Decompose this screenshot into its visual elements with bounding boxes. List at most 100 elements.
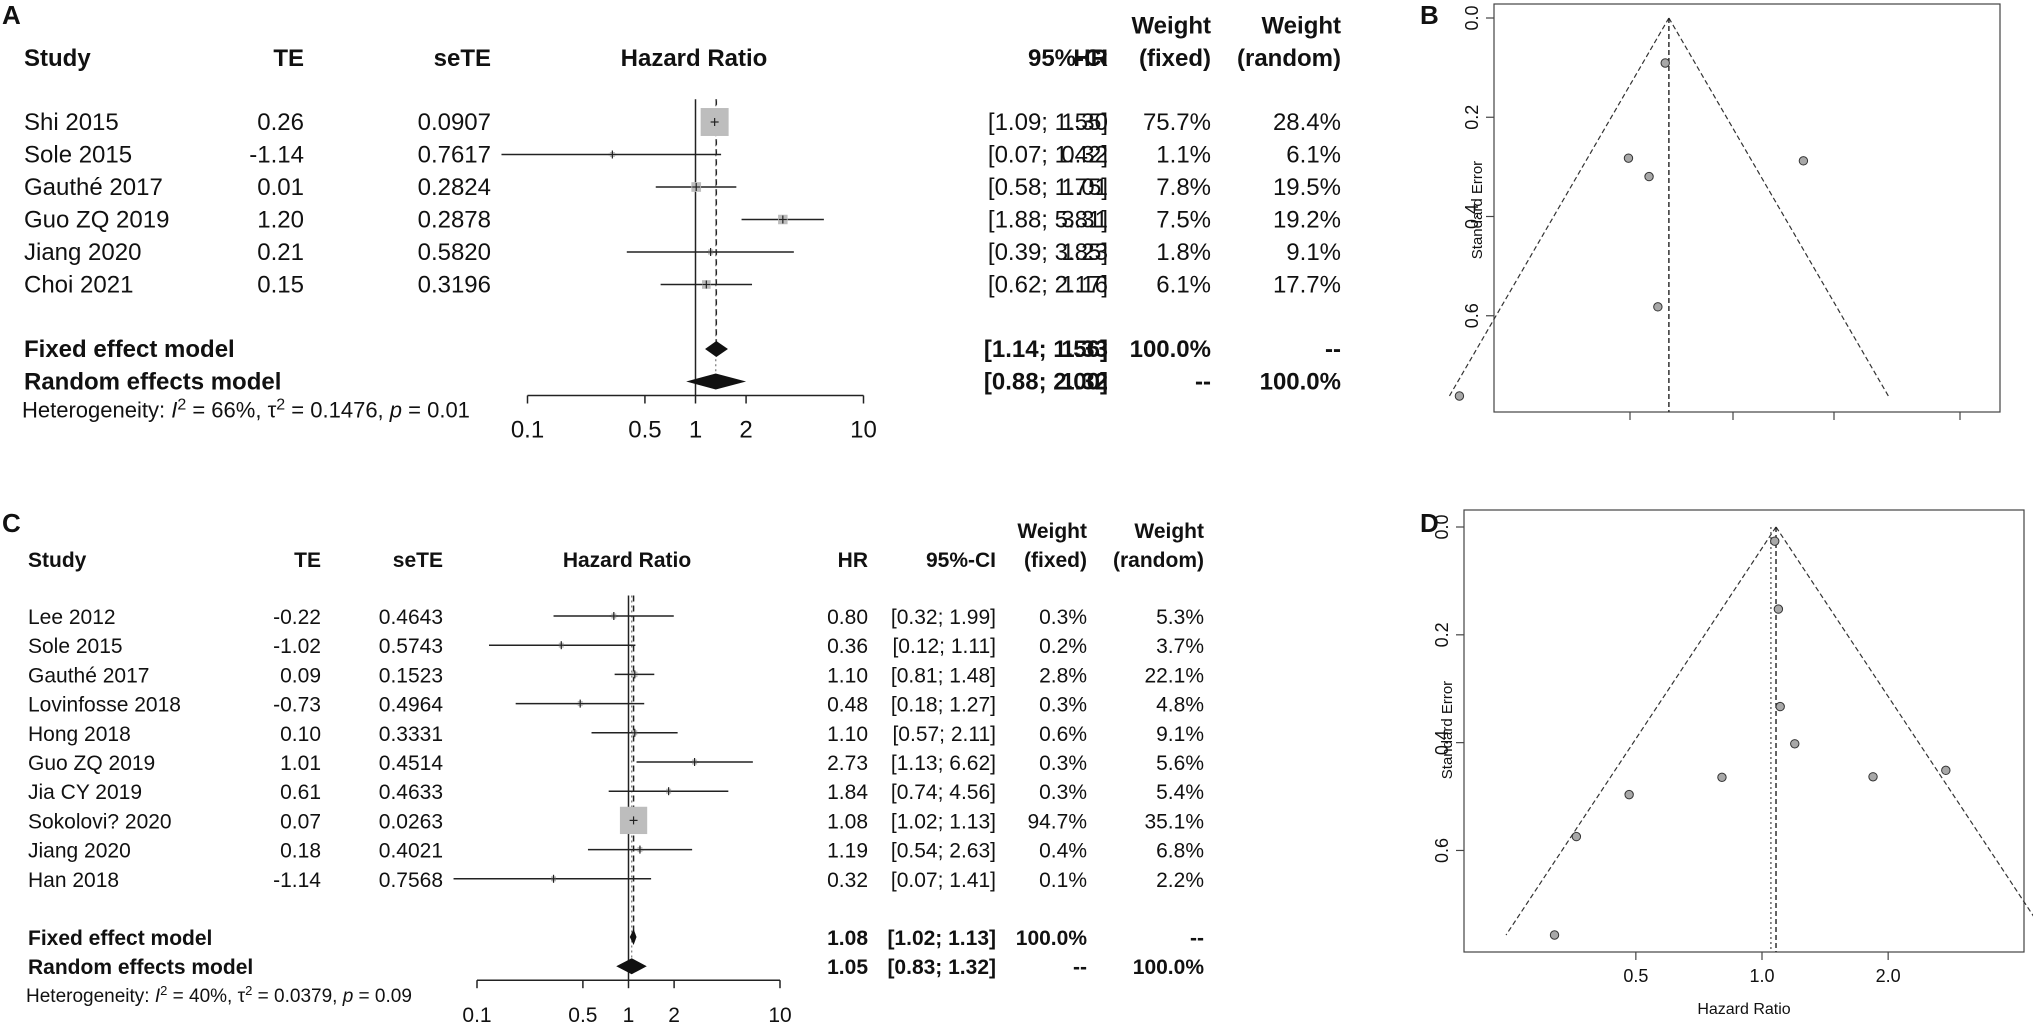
panel-label-B: B [1420,0,1439,30]
study-point [1775,701,1785,712]
fixed-model-weight-random: -- [1190,927,1204,950]
heterogeneity-tau2: 2 [245,983,252,998]
header-sete: seTE [393,549,443,572]
heterogeneity-tau: τ [268,398,277,423]
study-hr: 1.84 [827,781,868,804]
study-hr: 1.08 [827,810,868,833]
header-weight-random: Weight [1261,13,1341,40]
study-sete: 0.3196 [418,272,491,299]
study-weight-random: 6.8% [1156,840,1204,863]
study-point [1798,156,1809,166]
study-weight-fixed: 0.1% [1039,869,1087,892]
y-axis-label: Standard Error [1469,161,1486,259]
plot-frame [1493,3,2001,413]
study-weight-random: 17.7% [1273,272,1341,299]
study-sete: 0.4964 [379,694,444,717]
study-ci: [0.54; 2.63] [891,840,996,863]
study-hr: 0.32 [827,869,868,892]
study-te: -0.73 [273,694,321,717]
header-hazard-ratio: Hazard Ratio [563,549,691,572]
header-ci: 95%-CI [1028,45,1108,72]
random-model-hr: 1.32 [1061,369,1108,396]
study-name: Shi 2015 [24,109,119,136]
study-hr: 0.48 [827,694,868,717]
heterogeneity-i2-symbol: I [155,986,161,1007]
study-point [1549,930,1560,940]
study-point [1941,765,1951,776]
study-name: Jiang 2020 [24,239,141,266]
fixed-model-ci: [1.02; 1.13] [887,927,996,950]
y-tick-label: 0.2 [1432,622,1452,647]
study-te: 0.21 [257,239,304,266]
study-sete: 0.0907 [418,109,491,136]
study-point [1623,153,1634,163]
x-tick-label: 2 [739,417,752,444]
study-point [1773,604,1784,614]
header-hazard-ratio: Hazard Ratio [621,45,768,72]
study-sete: 0.4633 [379,781,443,804]
study-te: 0.01 [257,174,304,201]
study-sete: 0.5743 [379,635,443,658]
study-point [1653,302,1663,312]
heterogeneity-i2: 2 [160,983,167,998]
x-tick-label: 1 [623,1004,635,1027]
x-tick-label: 2 [668,1004,680,1027]
study-ci: [0.32; 1.99] [891,606,996,629]
study-te: 1.01 [280,752,321,775]
study-weight-fixed: 0.4% [1039,840,1087,863]
study-weight-fixed: 7.8% [1156,174,1211,201]
study-sete: 0.4021 [379,840,443,863]
study-sete: 0.2824 [418,174,491,201]
study-weight-fixed: 94.7% [1027,810,1087,833]
random-diamond [616,958,647,975]
header-ci: 95%-CI [926,549,996,572]
study-ci: [0.39; 3.85] [988,239,1108,266]
study-point [1770,536,1780,546]
plot-frame [1463,509,2025,953]
funnel-left-boundary [1448,17,1670,397]
study-weight-fixed: 7.5% [1156,207,1211,234]
heterogeneity-i2-symbol: I [171,398,177,423]
heterogeneity-tau-value: = 0.1476, [285,398,390,423]
x-tick-label: 2.0 [1876,966,1901,986]
study-name: Sole 2015 [28,635,123,658]
study-te: -1.02 [273,635,321,658]
study-sete: 0.5820 [418,239,491,266]
header-weight-random: Weight [1134,520,1204,543]
study-name: Sokolovi? 2020 [28,810,172,833]
study-weight-random: 5.6% [1156,752,1204,775]
study-name: Sole 2015 [24,142,132,169]
random-model-weight-fixed: -- [1195,369,1211,396]
study-name: Gauthé 2017 [24,174,163,201]
study-weight-fixed: 1.1% [1156,142,1211,169]
random-model-label: Random effects model [24,369,281,396]
random-model-ci: [0.88; 2.00] [984,369,1108,396]
study-weight-random: 19.2% [1273,207,1341,234]
funnel-left-boundary [1505,526,1777,936]
study-ci: [1.09; 1.55] [988,109,1108,136]
fixed-model-weight-fixed: 100.0% [1130,336,1211,363]
study-weight-fixed: 0.6% [1039,723,1087,746]
study-sete: 0.7617 [418,142,491,169]
heterogeneity-i2-value: = 40%, [167,986,237,1007]
header-weight-random-sub: (random) [1237,45,1341,72]
study-sete: 0.1523 [379,664,443,687]
study-weight-random: 2.2% [1156,869,1204,892]
study-te: 0.61 [280,781,321,804]
study-ci: [0.58; 1.75] [988,174,1108,201]
study-hr: 1.01 [1061,174,1108,201]
study-weight-random: 28.4% [1273,109,1341,136]
header-hr: HR [1073,45,1108,72]
study-hr: 0.36 [827,635,868,658]
study-name: Lovinfosse 2018 [28,694,181,717]
study-te: 0.15 [257,272,304,299]
study-te: 0.10 [280,723,321,746]
study-point [1717,772,1727,783]
study-weight-fixed: 6.1% [1156,272,1211,299]
study-weight-fixed: 0.3% [1039,606,1087,629]
y-tick-label: 0.6 [1462,303,1482,328]
study-sete: 0.2878 [418,207,491,234]
study-sete: 0.7568 [379,869,443,892]
random-model-hr: 1.05 [827,956,868,979]
